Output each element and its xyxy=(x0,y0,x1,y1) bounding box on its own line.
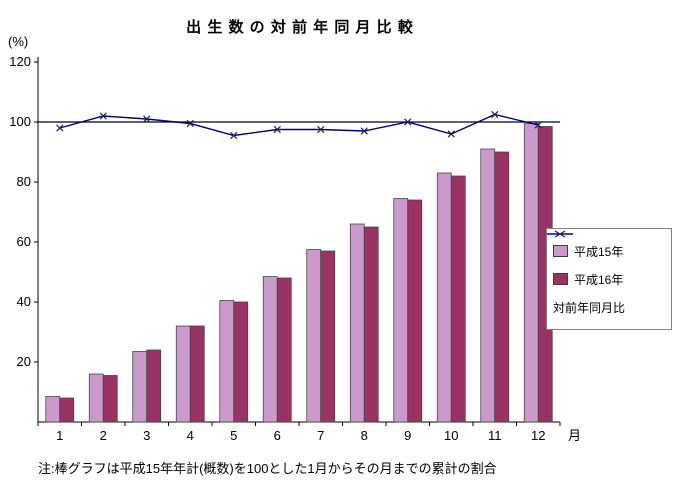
footnote: 注:棒グラフは平成15年年計(概数)を100とした1月からその月までの累計の割合 xyxy=(38,461,497,476)
bar-平成16年-month-7 xyxy=(320,250,336,423)
bar-平成16年-month-1 xyxy=(59,397,75,423)
x-tick-label: 10 xyxy=(444,428,458,443)
x-tick-label: 11 xyxy=(488,428,502,443)
legend-label: 対前年同月比 xyxy=(553,300,626,315)
x-tick-label: 1 xyxy=(56,428,63,443)
y-tick-label: 120 xyxy=(9,54,31,69)
x-marker xyxy=(230,131,238,140)
legend-label: 平成16年 xyxy=(574,272,624,287)
line-series xyxy=(59,113,539,137)
bar-平成16年-month-4 xyxy=(189,325,205,423)
x-tick-label: 2 xyxy=(100,428,107,443)
x-tick-label: 4 xyxy=(187,428,194,443)
chart-title: 出 生 数 の 対 前 年 同 月 比 較 xyxy=(186,19,414,36)
x-marker xyxy=(491,110,499,119)
y-tick-label: 100 xyxy=(9,114,31,129)
bar-平成16年-month-8 xyxy=(363,226,379,423)
bar-平成15年-month-2 xyxy=(88,373,104,423)
legend-item: 対前年同月比 xyxy=(547,230,665,321)
x-tick-label: 12 xyxy=(531,428,545,443)
x-tick-label: 5 xyxy=(230,428,237,443)
y-tick-label: 80 xyxy=(17,174,31,189)
bar-平成16年-month-5 xyxy=(233,301,249,423)
legend-item: 平成15年 xyxy=(553,237,665,265)
x-tick-label: 6 xyxy=(274,428,281,443)
x-tick-label: 8 xyxy=(361,428,368,443)
x-marker xyxy=(99,112,107,120)
bar-平成16年-month-11 xyxy=(494,151,510,423)
bar-平成16年-month-6 xyxy=(276,277,292,423)
x-marker xyxy=(360,127,368,135)
bar-平成15年-month-1 xyxy=(45,396,61,423)
legend-item: 平成16年 xyxy=(553,265,665,293)
bar-平成16年-month-9 xyxy=(407,199,423,423)
legend-swatch-icon xyxy=(553,273,568,285)
bar-平成15年-month-10 xyxy=(436,172,452,423)
bar-平成15年-month-9 xyxy=(393,198,409,423)
bar-平成15年-month-12 xyxy=(523,123,539,423)
bar-平成15年-month-5 xyxy=(219,300,235,423)
x-marker xyxy=(447,130,455,138)
bar-平成16年-month-2 xyxy=(102,375,118,423)
x-marker xyxy=(317,125,325,134)
bar-平成15年-month-7 xyxy=(306,249,322,423)
bar-平成15年-month-6 xyxy=(262,276,278,423)
bar-平成16年-month-3 xyxy=(146,349,162,423)
legend-label: 平成15年 xyxy=(574,244,624,259)
x-tick-label: 9 xyxy=(404,428,411,443)
x-tick-label: 7 xyxy=(317,428,324,443)
x-marker xyxy=(534,121,542,129)
legend-line-marker-icon xyxy=(547,230,573,238)
bar-平成15年-month-4 xyxy=(175,325,191,423)
x-marker xyxy=(56,124,64,132)
y-tick-label: 60 xyxy=(17,234,31,249)
y-axis-unit-label: (%) xyxy=(8,34,29,49)
x-marker xyxy=(273,125,281,134)
x-tick-label: 3 xyxy=(143,428,150,443)
x-axis-label: 月 xyxy=(568,428,581,443)
bar-平成15年-month-11 xyxy=(480,148,496,423)
legend-swatch-icon xyxy=(553,245,568,257)
bar-平成15年-month-8 xyxy=(349,223,365,423)
y-tick-label: 20 xyxy=(17,354,31,369)
x-marker xyxy=(404,118,412,126)
bar-平成15年-month-3 xyxy=(132,351,148,423)
legend: 平成15年平成16年対前年同月比 xyxy=(546,228,672,330)
x-marker xyxy=(143,115,151,123)
bar-平成16年-month-10 xyxy=(450,175,466,423)
y-tick-label: 40 xyxy=(17,294,31,309)
x-marker xyxy=(186,119,194,128)
